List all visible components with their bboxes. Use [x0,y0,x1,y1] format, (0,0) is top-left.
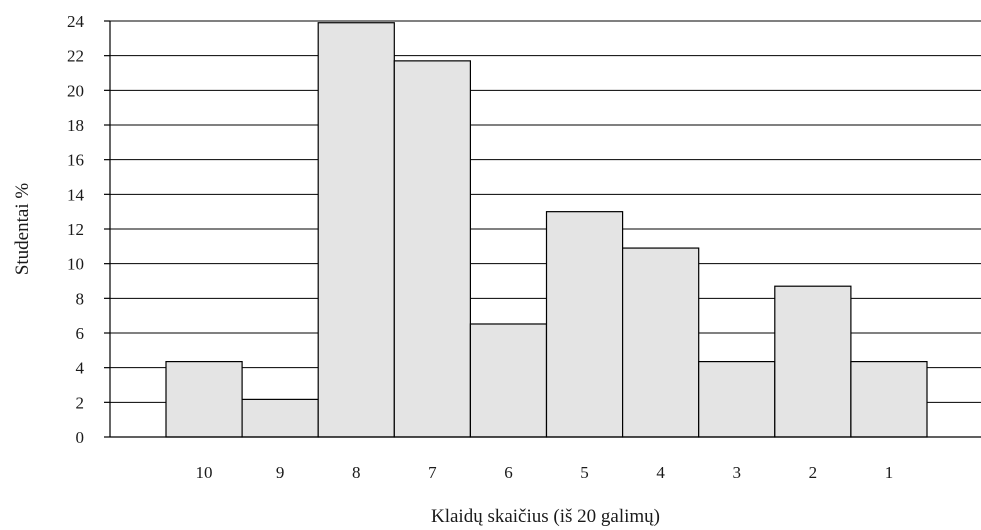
x-tick-label-8: 8 [352,463,361,482]
bars [165,22,928,438]
x-tick-label-6: 6 [504,463,513,482]
y-tick-label-10: 10 [67,255,84,274]
y-tick-label-0: 0 [76,428,85,447]
y-tick-label-14: 14 [67,185,85,204]
bar-4 [621,247,700,438]
y-tick-label-2: 2 [76,393,85,412]
x-tick-label-9: 9 [276,463,285,482]
y-tick-label-22: 22 [67,47,84,66]
x-tick-label-10: 10 [196,463,213,482]
x-axis-title: Klaidų skaičius (iš 20 galimų) [431,506,660,527]
x-tick-labels: 10 9 8 7 6 5 4 3 2 1 [196,463,894,482]
x-tick-label-7: 7 [428,463,437,482]
bar-3 [698,361,776,438]
y-tick-label-4: 4 [76,359,85,378]
bar-8 [317,22,395,438]
x-tick-label-4: 4 [656,463,665,482]
bar-5 [545,211,624,438]
x-tick-label-2: 2 [809,463,818,482]
bar-10 [165,361,243,438]
y-tick-label-20: 20 [67,81,84,100]
y-axis-title: Studentai % [12,183,33,276]
bar-6 [469,323,548,438]
y-tick-label-12: 12 [67,220,84,239]
bar-9 [241,398,319,438]
y-tick-label-8: 8 [76,289,85,308]
y-tick-label-18: 18 [67,116,84,135]
bar-7 [393,60,471,438]
x-tick-label-5: 5 [580,463,589,482]
y-tick-label-24: 24 [67,12,85,31]
x-tick-label-3: 3 [733,463,742,482]
x-tick-label-1: 1 [885,463,894,482]
y-tick-label-16: 16 [67,151,84,170]
gridlines [110,20,981,403]
bar-1 [850,361,928,438]
bar-2 [774,285,852,438]
y-tick-label-6: 6 [76,324,85,343]
